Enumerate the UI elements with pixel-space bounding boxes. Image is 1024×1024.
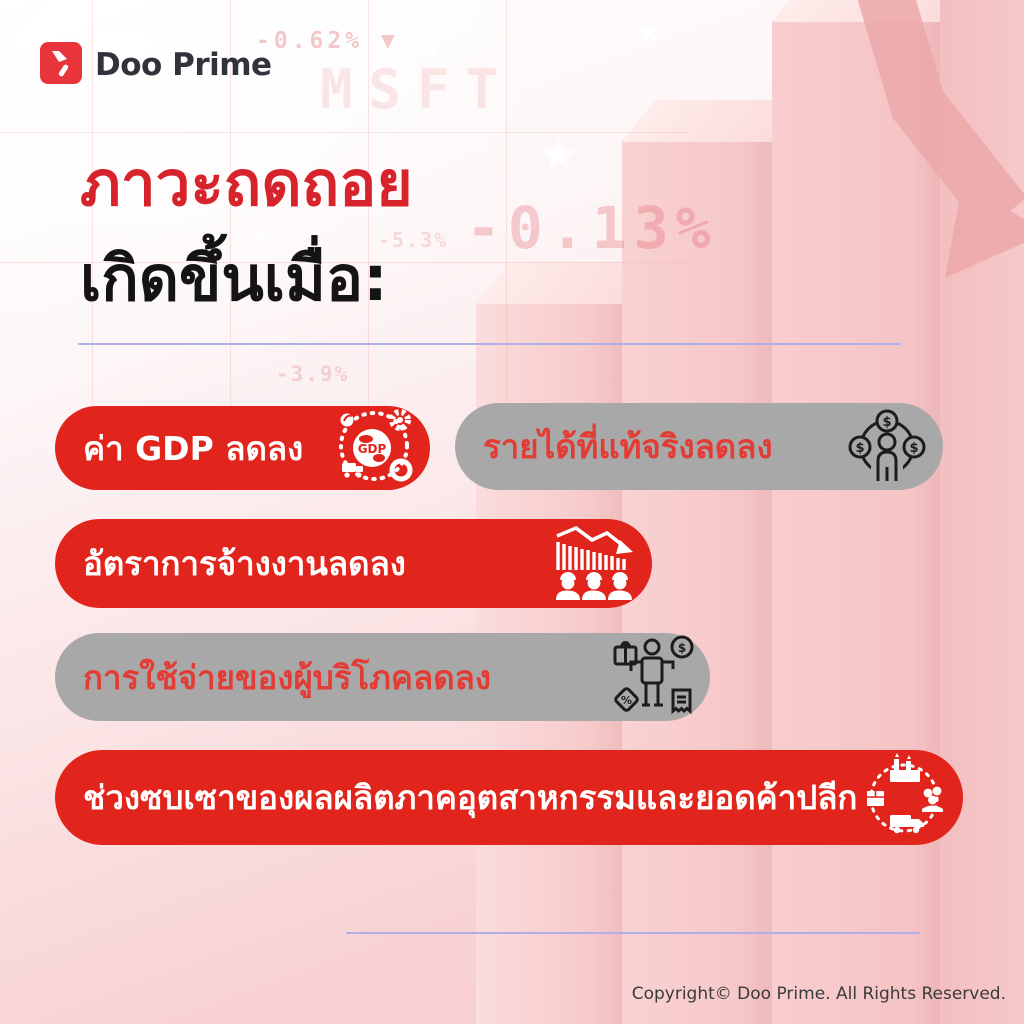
- bg-ticker-symbol-text: MSFT: [320, 58, 515, 121]
- employment-decline-icon: [552, 522, 636, 606]
- star-decoration: ★: [140, 52, 167, 87]
- bg-grid-line: [0, 262, 690, 263]
- gdp-globe-icon: GDP: [334, 406, 414, 490]
- star-decoration: ★: [352, 168, 394, 222]
- bg-bar-chart-column: [772, 20, 940, 1024]
- doo-prime-logo: Doo Prime: [40, 42, 272, 88]
- bg-grid-line: [92, 0, 93, 420]
- bg-grid-line: [506, 0, 507, 420]
- bg-percent-small-text: -5.3%: [378, 228, 449, 252]
- star-decoration: ★: [252, 226, 269, 247]
- svg-text:$: $: [855, 441, 864, 456]
- title-line-2: เกิดขึ้นเมื่อ:: [80, 242, 388, 315]
- personal-income-icon: $ $ $: [847, 405, 927, 489]
- svg-text:$: $: [909, 441, 918, 456]
- pill-real-income-decline: รายได้ที่แท้จริงลดลง $ $ $: [455, 403, 943, 490]
- star-decoration: ★: [636, 14, 663, 49]
- industry-retail-cycle-icon: [861, 752, 947, 843]
- bg-grid-line: [368, 0, 369, 420]
- bg-percent-large-text: -0.13%: [466, 194, 718, 262]
- bottom-divider-line: [346, 932, 920, 934]
- pill-consumer-spending-decline: การใช้จ่ายของผู้บริโภคลดลง $ %: [55, 633, 710, 721]
- down-arrow-illustration: [857, 0, 1024, 278]
- pill-label: รายได้ที่แท้จริงลดลง: [483, 427, 773, 466]
- pill-employment-decline: อัตราการจ้างงานลดลง: [55, 519, 652, 608]
- bg-percent-small-text: -3.9%: [276, 362, 350, 386]
- bg-ticker-change-text: -0.62% ▼: [256, 28, 399, 54]
- pill-label: ค่า GDP ลดลง: [83, 428, 304, 468]
- bg-grid-line: [230, 0, 231, 420]
- star-decoration: ★: [420, 34, 444, 64]
- pill-label: การใช้จ่ายของผู้บริโภคลดลง: [83, 657, 491, 697]
- svg-text:$: $: [678, 641, 686, 655]
- star-decoration: ★: [540, 130, 578, 179]
- top-divider-line: [78, 343, 901, 345]
- consumer-spending-icon: $ %: [610, 635, 694, 719]
- svg-text:$: $: [882, 415, 891, 430]
- svg-text:GDP: GDP: [358, 442, 387, 456]
- bg-grid-line: [0, 132, 690, 133]
- title-line-1: ภาวะถดถอย: [80, 147, 413, 220]
- pill-label: อัตราการจ้างงานลดลง: [83, 544, 406, 583]
- star-decoration: ★: [84, 176, 104, 201]
- pill-industrial-retail-slowdown: ช่วงซบเซาของผลผลิตภาคอุตสาหกรรมและยอดค้า…: [55, 750, 963, 845]
- doo-prime-logo-icon: [40, 42, 82, 88]
- copyright-text: Copyright© Doo Prime. All Rights Reserve…: [631, 984, 1006, 1004]
- pill-gdp-decline: ค่า GDP ลดลง GDP: [55, 406, 430, 490]
- brand-name: Doo Prime: [95, 47, 272, 83]
- svg-text:%: %: [621, 694, 632, 707]
- page-title: ภาวะถดถอย เกิดขึ้นเมื่อ:: [80, 136, 413, 326]
- pill-label: ช่วงซบเซาของผลผลิตภาคอุตสาหกรรมและยอดค้า…: [83, 778, 858, 817]
